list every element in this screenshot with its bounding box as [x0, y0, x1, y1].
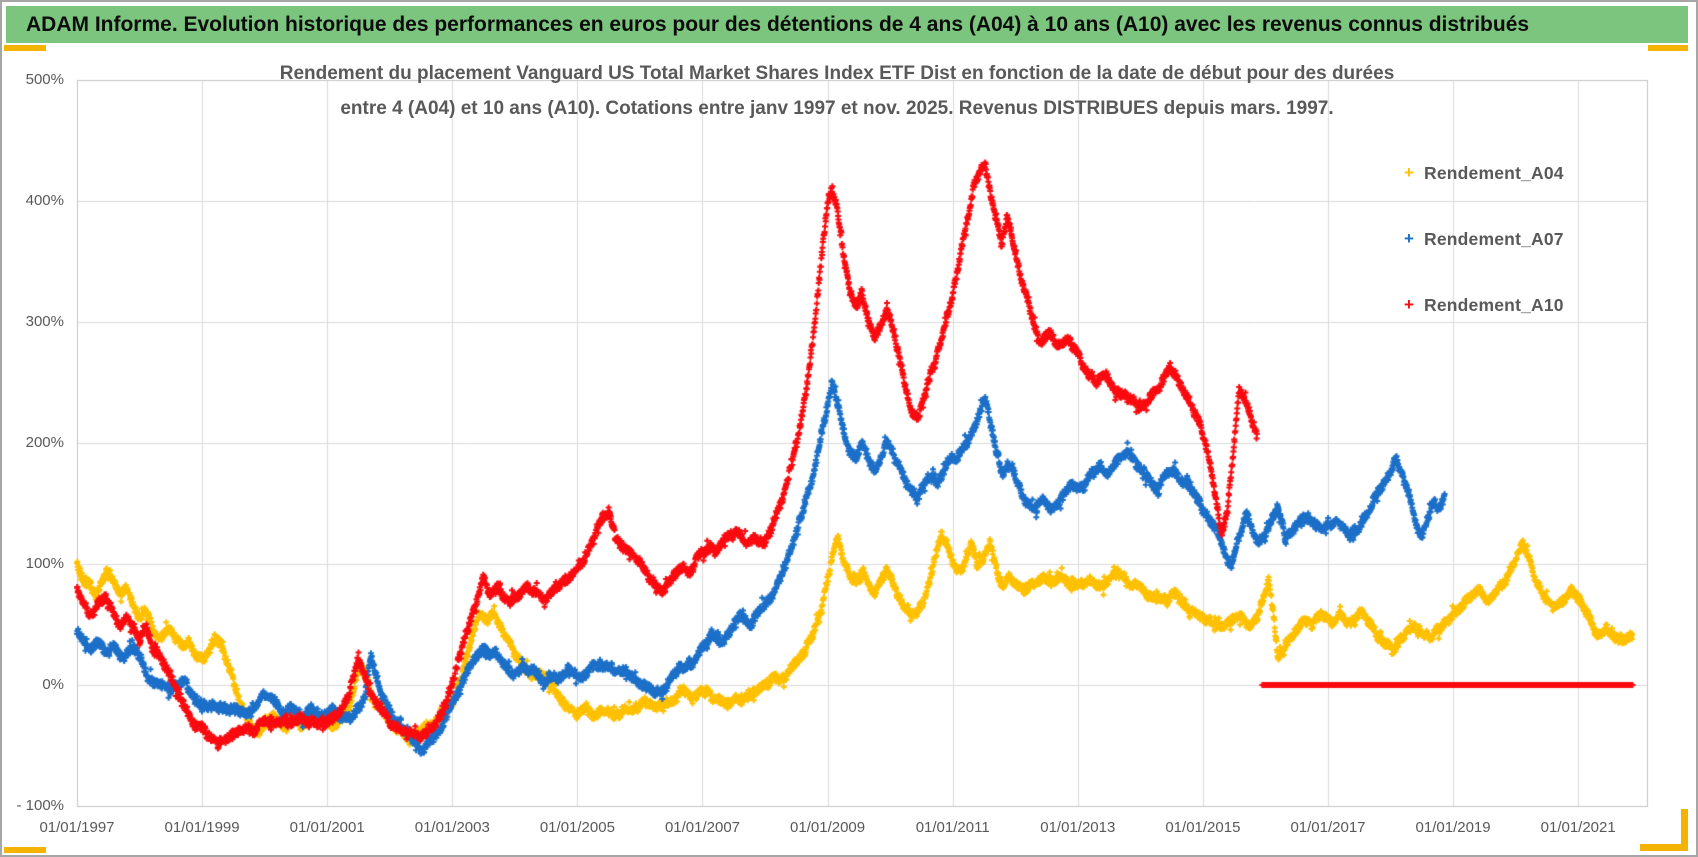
x-axis-tick-label: 01/01/2003	[414, 819, 490, 836]
plus-marker-icon: +	[1404, 163, 1414, 182]
chart-title-line2: entre 4 (A04) et 10 ans (A10). Cotations…	[340, 98, 1334, 119]
x-axis-tick-label: 01/01/2007	[664, 819, 741, 836]
y-axis-tick-label: 100%	[25, 555, 64, 572]
x-axis-tick-label: 01/01/1999	[164, 819, 240, 836]
x-axis-tick-label: 01/01/2015	[1165, 819, 1241, 836]
x-axis-tick-label: 01/01/2013	[1040, 819, 1116, 836]
y-axis-tick-label: - 100%	[16, 797, 64, 814]
x-axis-tick-label: 01/01/2017	[1290, 819, 1366, 836]
x-axis-tick-label: 01/01/2001	[289, 819, 365, 836]
legend-label: Rendement_A07	[1424, 228, 1564, 249]
legend-item-rendement-a10[interactable]: + Rendement_A10	[1404, 292, 1664, 318]
chart-title-line1: Rendement du placement Vanguard US Total…	[279, 63, 1395, 84]
x-axis-tick-label: 01/01/2021	[1540, 819, 1616, 836]
chart-title: Rendement du placement Vanguard US Total…	[172, 56, 1502, 126]
plus-marker-icon: +	[1404, 295, 1414, 314]
x-axis-tick-label: 01/01/1997	[39, 819, 115, 836]
x-axis-tick-label: 01/01/2019	[1415, 819, 1491, 836]
chart-legend: + Rendement_A04 + Rendement_A07 + Rendem…	[1404, 160, 1664, 358]
legend-label: Rendement_A10	[1424, 294, 1564, 315]
x-axis-tick-label: 01/01/2005	[539, 819, 615, 836]
x-axis-tick-label: 01/01/2011	[915, 819, 990, 836]
legend-item-rendement-a07[interactable]: + Rendement_A07	[1404, 226, 1664, 252]
y-axis-tick-label: 500%	[25, 71, 64, 88]
legend-item-rendement-a04[interactable]: + Rendement_A04	[1404, 160, 1664, 186]
legend-label: Rendement_A04	[1424, 162, 1564, 183]
y-axis-tick-label: 0%	[42, 676, 64, 693]
plus-marker-icon: +	[1404, 229, 1414, 248]
y-axis-tick-label: 400%	[25, 192, 64, 209]
y-axis-tick-label: 300%	[25, 313, 64, 330]
y-axis-tick-label: 200%	[25, 434, 64, 451]
x-axis-tick-label: 01/01/2009	[790, 819, 866, 836]
